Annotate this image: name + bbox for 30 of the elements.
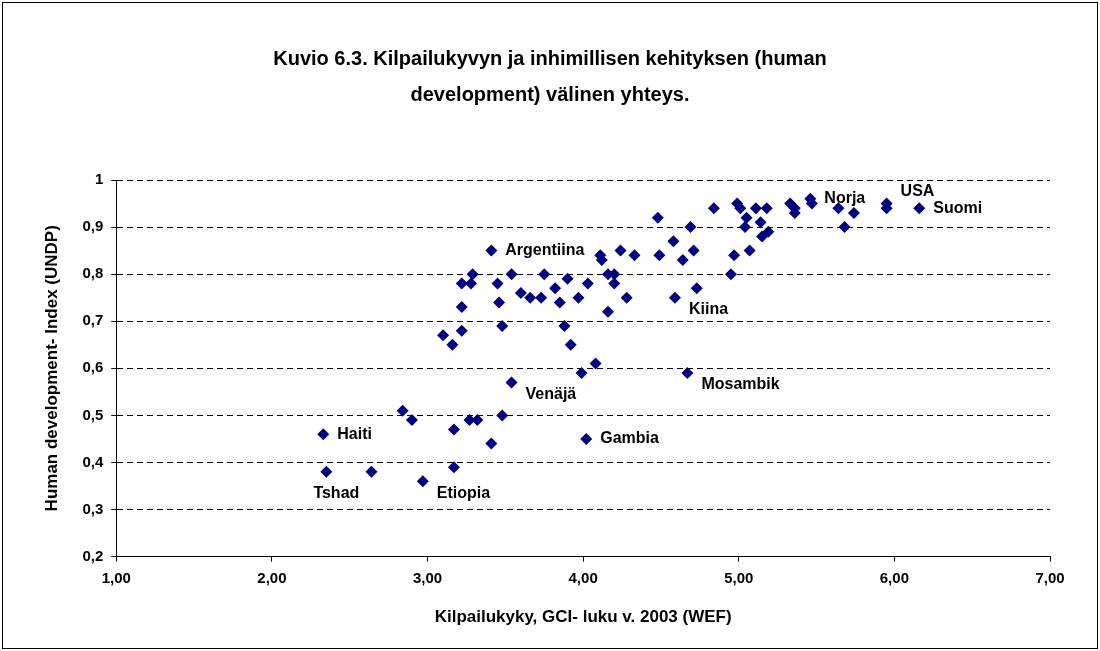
- annotation: Haiti: [337, 424, 372, 442]
- annotation: Mosambik: [701, 375, 780, 393]
- y-tick-label: 0,3: [82, 499, 104, 517]
- y-tick-label: 0,6: [82, 358, 104, 376]
- y-axis-title: Human development- Index (UNDP): [41, 225, 61, 512]
- annotation: Tshad: [313, 484, 360, 502]
- x-tick-label: 3,00: [412, 568, 443, 586]
- chart-title: Kuvio 6.3. Kilpailukyvyn ja inhimillisen kehityksen (human development) välinen yhteys.: [272, 46, 828, 107]
- x-tick-label: 1,00: [101, 568, 131, 586]
- x-tick-label: 6,00: [879, 568, 909, 586]
- annotation: Norja: [824, 189, 866, 207]
- y-tick-label: 1: [94, 170, 104, 188]
- y-tick-label: 0,9: [82, 217, 104, 235]
- x-tick-label: 4,00: [568, 568, 598, 586]
- annotation: Etiopia: [436, 483, 491, 501]
- annotation: Gambia: [600, 429, 660, 447]
- annotation: Argentiina: [505, 241, 585, 259]
- y-tick-label: 0,8: [82, 264, 104, 282]
- annotation: Venäjä: [525, 384, 577, 402]
- x-tick-label: 2,00: [257, 568, 287, 586]
- y-tick-label: 0,4: [82, 452, 104, 470]
- x-tick-label: 7,00: [1035, 568, 1065, 586]
- y-tick-label: 0,7: [82, 311, 104, 329]
- x-tick-label: 5,00: [724, 568, 754, 586]
- y-tick-label: 0,2: [82, 546, 104, 564]
- y-tick-label: 0,5: [82, 405, 104, 423]
- x-axis-title: Kilpailukyky, GCI- luku v. 2003 (WEF): [434, 607, 732, 627]
- annotation: USA: [900, 181, 935, 199]
- annotation: Suomi: [933, 198, 983, 216]
- annotation: Kiina: [688, 300, 729, 318]
